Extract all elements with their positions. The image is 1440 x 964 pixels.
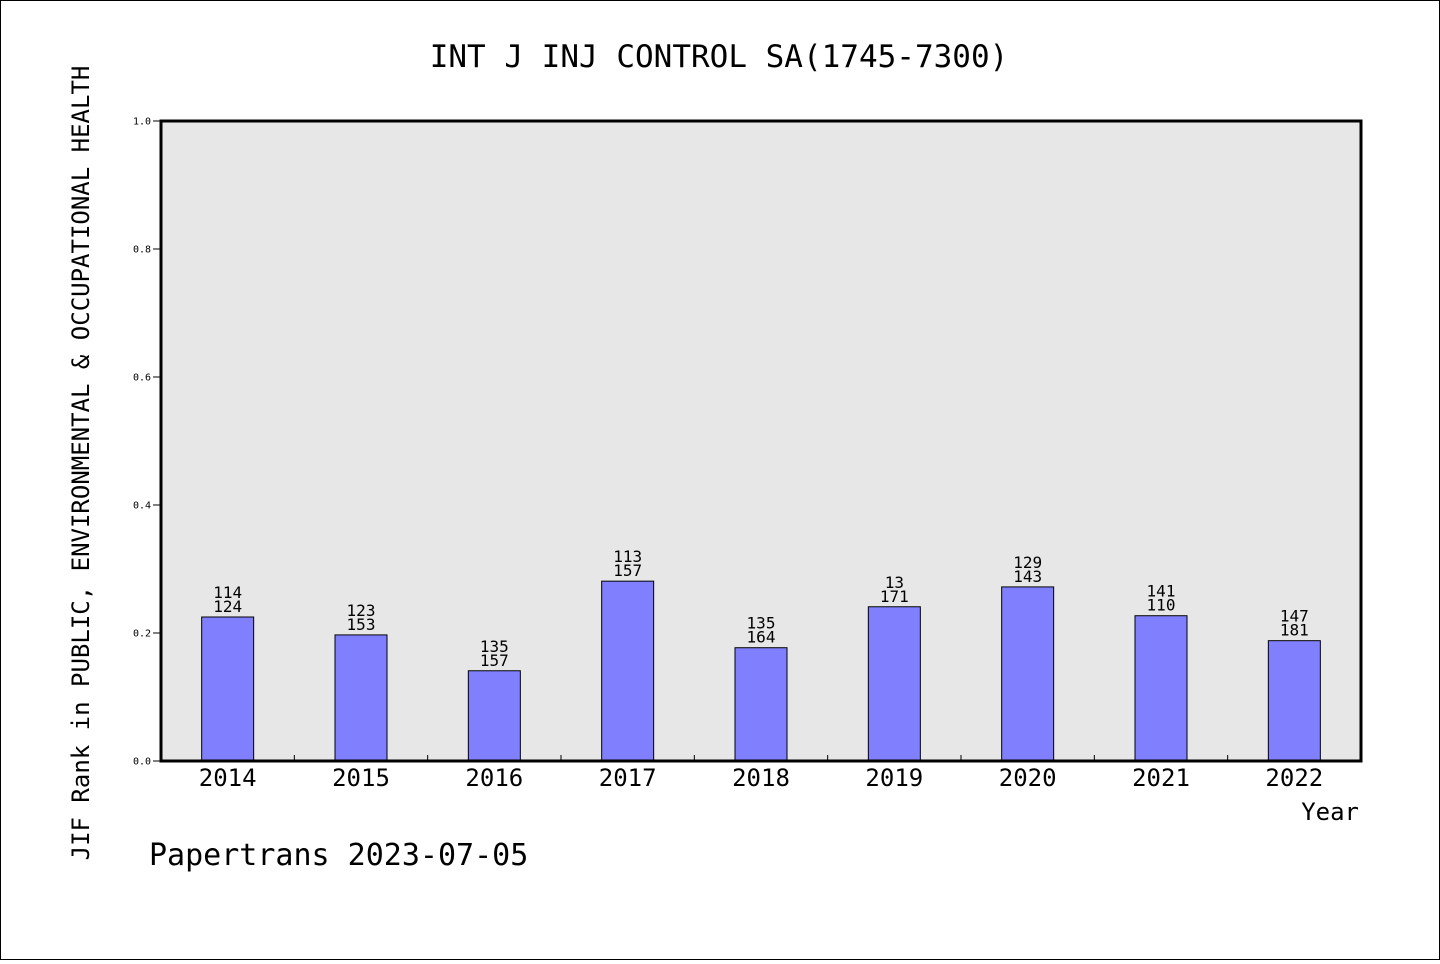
x-tick-label-2018: 2018 <box>732 764 790 792</box>
bar-label-2022-1: 147 <box>1280 607 1309 626</box>
y-tick-label-0.0: 0.0 <box>133 757 151 768</box>
bar-label-2021-1: 141 <box>1147 582 1176 601</box>
x-tick-label-2017: 2017 <box>599 764 657 792</box>
x-axis-label: Year <box>1301 798 1359 826</box>
footer-credit: Papertrans 2023-07-05 <box>149 838 528 873</box>
bar-label-2020-2: 143 <box>1013 567 1042 586</box>
x-tick-label-2021: 2021 <box>1132 764 1190 792</box>
x-tick-label-2022: 2022 <box>1265 764 1323 792</box>
plot-border <box>159 119 1363 763</box>
bar-label-2019-2: 171 <box>880 587 909 606</box>
bar-2021 <box>1134 615 1188 762</box>
x-ticks-group: 2014 2015 2016 2017 2018 2019 2020 2021 2022 <box>199 755 1323 792</box>
chart-title: INT J INJ CONTROL SA(1745-7300) <box>430 39 1009 75</box>
bar-label-2018-2: 164 <box>747 628 776 647</box>
y-tick-label-0.2: 0.2 <box>133 629 151 640</box>
y-tick-label-1.0: 1.0 <box>133 117 151 128</box>
bar-2017 <box>601 580 655 762</box>
x-tick-label-2015: 2015 <box>332 764 390 792</box>
bar-label-2020-1: 129 <box>1013 553 1042 572</box>
bar-label-2018-1: 135 <box>747 614 776 633</box>
bars-group <box>201 580 1321 762</box>
bar-label-2016-1: 135 <box>480 637 509 656</box>
x-tick-label-2016: 2016 <box>465 764 523 792</box>
bar-label-2019-1: 13 <box>885 573 904 592</box>
y-tick-label-0.6: 0.6 <box>133 373 151 384</box>
bar-label-2017-1: 113 <box>613 547 642 566</box>
bar-label-2014-2: 124 <box>213 597 242 616</box>
bar-label-2021-2: 110 <box>1147 596 1176 615</box>
x-tick-label-2020: 2020 <box>999 764 1057 792</box>
bar-label-2016-2: 157 <box>480 651 509 670</box>
bar-2022 <box>1267 640 1321 762</box>
bar-label-2015-2: 153 <box>347 615 376 634</box>
x-tick-label-2019: 2019 <box>865 764 923 792</box>
y-ticks-group: 0.0 0.2 0.4 0.6 0.8 1.0 <box>133 117 161 768</box>
x-tick-label-2014: 2014 <box>199 764 257 792</box>
bar-2020 <box>1001 586 1055 762</box>
bar-2016 <box>467 670 521 762</box>
bar-2015 <box>334 634 388 762</box>
bar-label-2014-1: 114 <box>213 583 242 602</box>
y-tick-label-0.8: 0.8 <box>133 245 151 256</box>
y-axis-label: JIF Rank in PUBLIC, ENVIRONMENTAL & OCCU… <box>67 66 95 861</box>
bar-label-2022-2: 181 <box>1280 621 1309 640</box>
bar-2019 <box>867 606 921 762</box>
bar-2018 <box>734 647 788 762</box>
bar-label-2017-2: 157 <box>613 561 642 580</box>
bar-label-2015-1: 123 <box>347 601 376 620</box>
y-tick-label-0.4: 0.4 <box>133 501 151 512</box>
bar-2014 <box>201 616 255 762</box>
